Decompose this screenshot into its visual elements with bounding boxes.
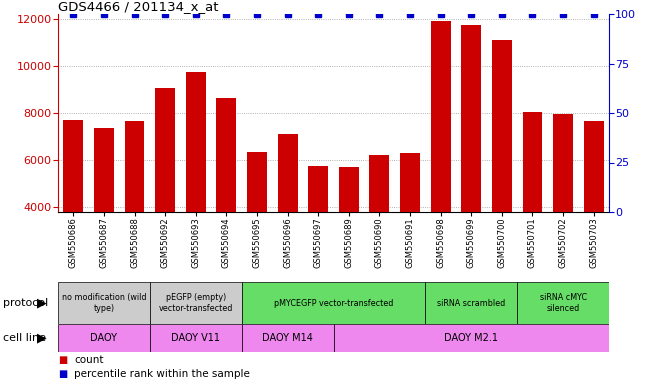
Bar [584,121,603,301]
Text: protocol: protocol [3,298,49,308]
Text: ▶: ▶ [37,331,46,344]
Bar [150,282,242,324]
Bar [492,40,512,301]
Text: pEGFP (empty)
vector-transfected: pEGFP (empty) vector-transfected [159,293,233,313]
Bar [58,282,150,324]
Text: pMYCEGFP vector-transfected: pMYCEGFP vector-transfected [274,298,393,308]
Bar [425,282,517,324]
Bar [63,120,83,301]
Text: DAOY V11: DAOY V11 [171,333,220,343]
Bar [333,324,609,352]
Text: DAOY M2.1: DAOY M2.1 [444,333,498,343]
Text: count: count [74,356,104,366]
Text: DAOY M14: DAOY M14 [262,333,313,343]
Bar [186,72,206,301]
Bar [339,167,359,301]
Text: DAOY: DAOY [90,333,117,343]
Bar [155,88,175,301]
Bar [150,324,242,352]
Bar [242,282,425,324]
Bar [400,153,420,301]
Bar [523,112,542,301]
Text: ■: ■ [58,369,67,379]
Bar [94,128,114,301]
Bar [277,134,298,301]
Bar [247,152,267,301]
Bar [308,166,328,301]
Bar [370,156,389,301]
Bar [462,25,481,301]
Bar [124,121,145,301]
Bar [553,114,573,301]
Text: cell line: cell line [3,333,46,343]
Text: siRNA cMYC
silenced: siRNA cMYC silenced [540,293,587,313]
Bar [216,98,236,301]
Text: percentile rank within the sample: percentile rank within the sample [74,369,250,379]
Bar [242,324,333,352]
Bar [431,21,450,301]
Text: ▶: ▶ [37,296,46,310]
Text: ■: ■ [58,356,67,366]
Text: no modification (wild
type): no modification (wild type) [62,293,146,313]
Text: siRNA scrambled: siRNA scrambled [437,298,505,308]
Bar [58,324,150,352]
Text: GDS4466 / 201134_x_at: GDS4466 / 201134_x_at [58,0,219,13]
Bar [517,282,609,324]
